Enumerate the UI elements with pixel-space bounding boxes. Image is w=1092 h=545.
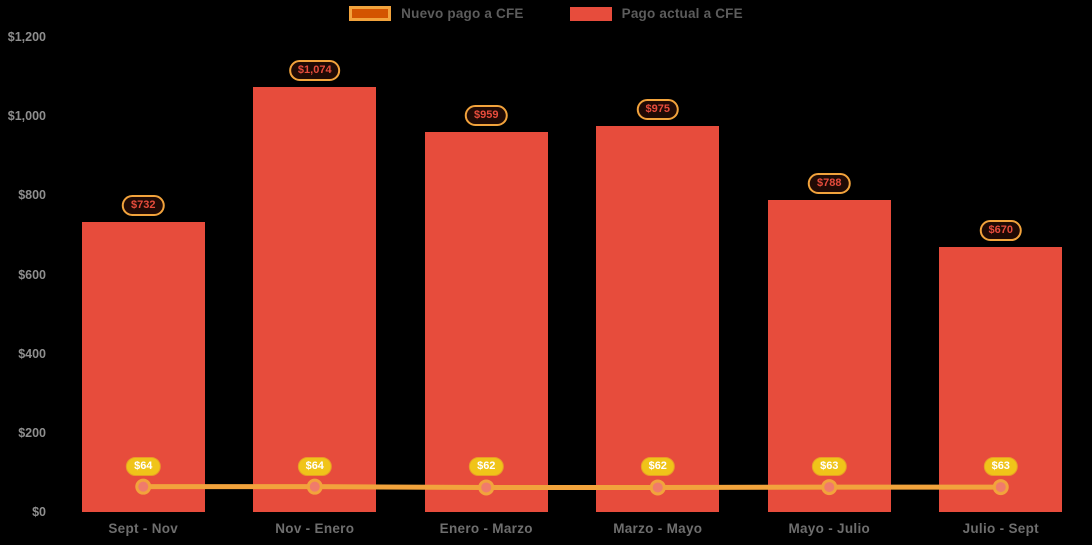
y-axis-tick-label: $1,200 [7,30,46,44]
line-value-label: $64 [126,456,161,476]
x-axis-category-label: Mayo - Julio [788,521,871,536]
legend-swatch-bar-icon [569,6,612,21]
x-axis-category-label: Julio - Sept [962,521,1039,536]
x-axis-category-label: Nov - Enero [275,521,355,536]
y-axis-tick-label: $1,000 [7,109,46,124]
y-axis-tick-label: $0 [32,505,46,519]
x-axis-category-label: Enero - Marzo [439,521,533,536]
x-axis-category-label: Sept - Nov [108,521,179,536]
line-value-label: $63 [983,457,1018,477]
bar-value-label: $1,074 [288,59,341,81]
line-value-label: $64 [297,456,332,476]
bar-value-label: $732 [122,195,165,217]
legend-label-nuevo-pago: Nuevo pago a CFE [401,6,524,21]
bar-pago-actual[interactable] [596,126,720,512]
line-marker[interactable] [992,479,1009,496]
bar-value-label: $788 [808,173,851,195]
bar-value-label: $959 [465,105,508,127]
x-axis-category-label: Marzo - Mayo [613,521,703,536]
line-value-label: $63 [812,457,847,477]
bar-value-label: $975 [636,99,679,121]
line-marker[interactable] [649,479,666,496]
chart-legend: Nuevo pago a CFE Pago actual a CFE [0,6,1092,21]
bar-pago-actual[interactable] [253,86,377,512]
line-value-label: $62 [469,457,504,477]
legend-item-pago-actual[interactable]: Pago actual a CFE [569,6,743,21]
line-nuevo-pago [143,484,1001,490]
line-marker[interactable] [821,479,838,496]
line-value-label: $62 [640,457,675,477]
line-marker[interactable] [135,478,152,495]
legend-swatch-line-icon [349,6,392,21]
legend-label-pago-actual: Pago actual a CFE [621,6,743,21]
bar-value-label: $670 [979,219,1022,241]
y-axis-tick-label: $800 [18,188,46,203]
y-axis-tick-label: $200 [18,425,46,440]
line-marker[interactable] [306,478,323,495]
y-axis-tick-label: $600 [18,267,46,282]
bar-pago-actual[interactable] [424,132,548,512]
legend-item-nuevo-pago[interactable]: Nuevo pago a CFE [349,6,523,21]
line-marker[interactable] [478,479,495,496]
y-axis-tick-label: $400 [18,346,46,361]
